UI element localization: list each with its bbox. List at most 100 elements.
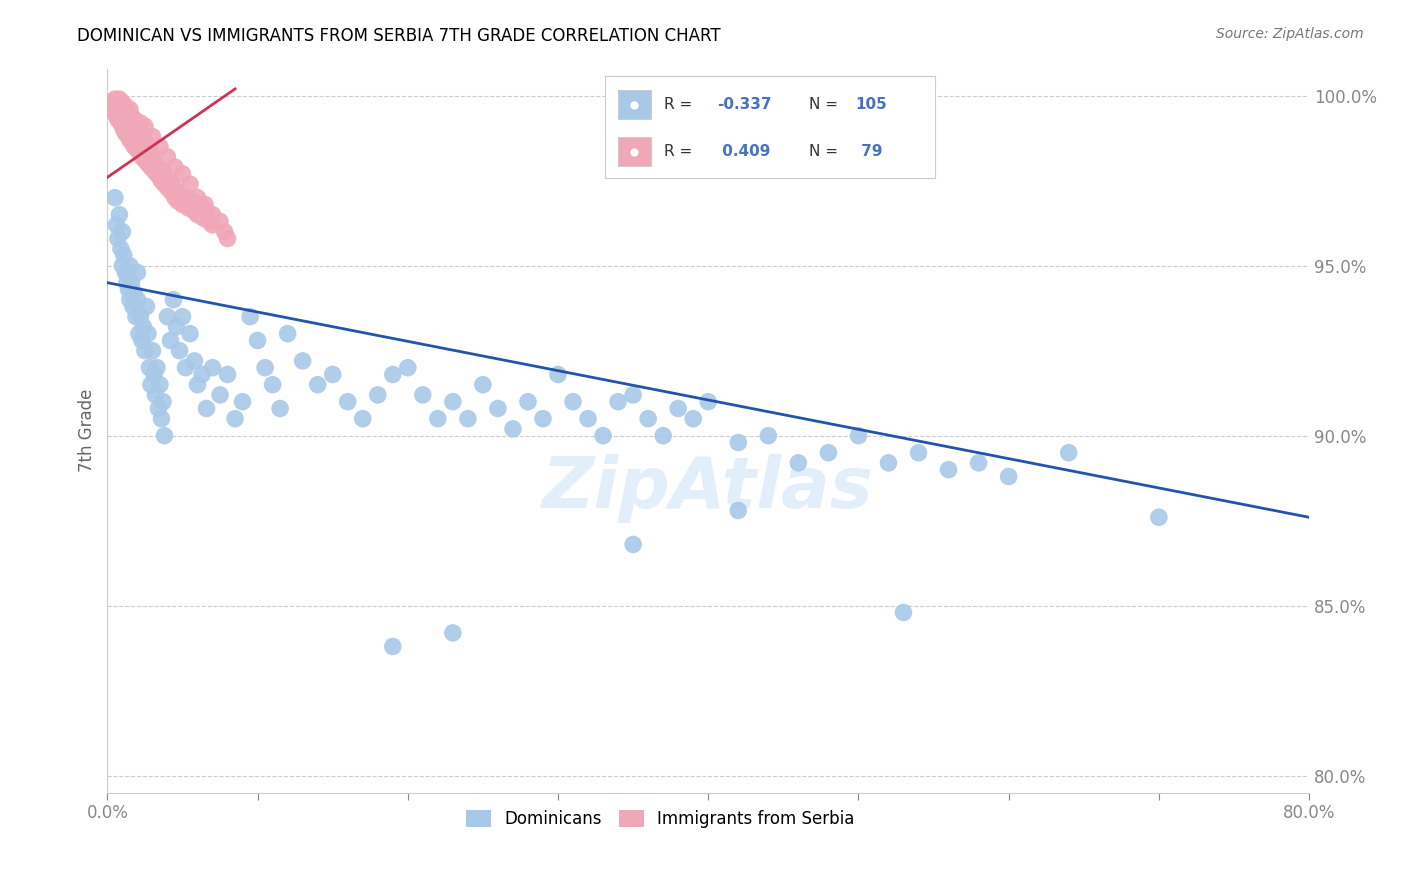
Point (232, 394, 254, 409)
Point (186, 208, 208, 222)
Point (141, 150, 163, 164)
Point (997, 469, 1019, 483)
Point (174, 191, 197, 205)
Point (576, 411, 599, 425)
Point (194, 197, 217, 211)
Point (224, 411, 246, 425)
Point (104, 105, 127, 120)
Point (246, 334, 269, 348)
Point (172, 310, 194, 324)
Point (112, 248, 135, 262)
Point (136, 157, 159, 171)
Text: N =: N = (810, 97, 844, 112)
Point (307, 377, 329, 392)
Point (152, 394, 174, 409)
Point (183, 354, 205, 368)
Point (141, 343, 163, 358)
Point (100, 95, 122, 110)
Point (124, 139, 146, 153)
Point (104, 95, 127, 110)
Point (101, 99, 124, 113)
Point (201, 208, 224, 222)
Point (198, 214, 221, 228)
Point (107, 112, 129, 127)
Point (139, 377, 162, 392)
Point (114, 265, 136, 279)
Point (142, 368, 165, 382)
Point (129, 146, 152, 161)
Point (128, 122, 150, 136)
Point (666, 401, 689, 416)
Point (110, 242, 132, 256)
Point (122, 300, 145, 314)
Point (381, 368, 404, 382)
Point (877, 456, 900, 470)
Point (907, 445, 929, 459)
Point (217, 368, 239, 382)
Point (441, 394, 464, 409)
Point (146, 360, 169, 375)
Point (129, 310, 152, 324)
Point (134, 120, 156, 134)
Point (135, 300, 157, 314)
Point (150, 174, 173, 188)
Point (621, 537, 644, 551)
Point (166, 319, 188, 334)
Point (160, 177, 183, 191)
Point (111, 259, 134, 273)
Point (125, 310, 148, 324)
Point (172, 167, 194, 181)
Point (396, 360, 419, 375)
Point (166, 184, 188, 198)
Point (132, 319, 155, 334)
Point (562, 394, 585, 409)
Point (118, 133, 141, 147)
Point (426, 411, 449, 425)
Point (131, 150, 153, 164)
Point (108, 92, 131, 106)
Point (201, 360, 224, 375)
Point (322, 368, 344, 382)
Point (115, 103, 138, 117)
Text: -0.337: -0.337 (717, 97, 772, 112)
Point (848, 428, 870, 442)
Point (117, 129, 139, 144)
Point (607, 394, 630, 409)
Point (201, 218, 224, 232)
Point (134, 153, 156, 168)
Point (149, 377, 172, 392)
Point (105, 218, 128, 232)
Point (120, 109, 142, 123)
Point (156, 180, 179, 194)
Point (269, 401, 291, 416)
Point (174, 360, 197, 375)
FancyBboxPatch shape (617, 137, 651, 166)
Point (1147, 510, 1170, 524)
Text: 105: 105 (856, 97, 887, 112)
Point (195, 401, 218, 416)
Point (124, 285, 146, 300)
Point (127, 293, 149, 307)
Point (105, 109, 128, 123)
Point (682, 411, 704, 425)
Point (115, 276, 138, 290)
Point (159, 184, 181, 198)
Point (817, 445, 839, 459)
Point (104, 92, 127, 106)
Point (118, 293, 141, 307)
Point (156, 150, 179, 164)
Point (367, 388, 389, 402)
Point (104, 191, 127, 205)
Point (517, 394, 540, 409)
Point (157, 174, 180, 188)
Point (441, 625, 464, 640)
Point (291, 354, 314, 368)
Point (127, 265, 149, 279)
Point (114, 99, 136, 113)
Point (136, 326, 159, 341)
Point (111, 95, 134, 110)
Point (756, 428, 779, 442)
Point (153, 428, 176, 442)
Point (239, 310, 262, 324)
Point (131, 334, 153, 348)
